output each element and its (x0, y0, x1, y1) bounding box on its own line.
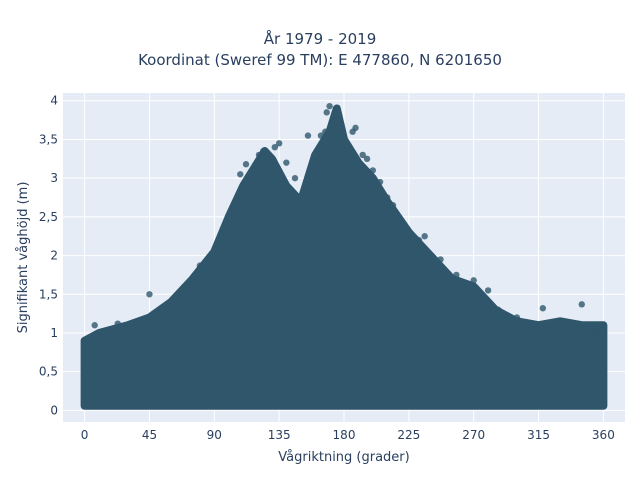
data-point (405, 229, 413, 236)
data-point (384, 194, 391, 201)
data-point (242, 161, 250, 168)
data-point (156, 314, 163, 321)
data-point (283, 159, 290, 166)
data-point (470, 277, 477, 284)
data-point (369, 167, 377, 174)
x-tick-label: 45 (142, 428, 157, 442)
data-point (539, 305, 547, 312)
data-point (458, 283, 466, 290)
y-tick-label: 2,5 (39, 210, 58, 224)
data-point (251, 167, 258, 174)
data-point (264, 155, 271, 162)
y-tick-label: 3,5 (39, 132, 58, 146)
y-tick-label: 1,5 (39, 287, 58, 301)
data-point (484, 287, 492, 294)
y-axis-title: Signifikant våghöjd (m) (16, 182, 31, 334)
data-point (421, 233, 428, 240)
data-point (556, 320, 564, 327)
data-point (337, 132, 345, 139)
data-point (359, 151, 366, 159)
data-point (114, 320, 121, 327)
data-point (345, 159, 352, 166)
data-point (304, 132, 312, 139)
x-tick-label: 0 (81, 428, 89, 442)
x-tick-label: 180 (333, 428, 356, 442)
y-tick-label: 1 (50, 326, 58, 340)
x-tick-label: 270 (462, 428, 485, 442)
data-point (513, 314, 521, 321)
data-point (255, 151, 263, 159)
data-point (376, 178, 384, 186)
data-point (494, 306, 502, 313)
data-point (352, 124, 359, 132)
data-point (453, 271, 460, 279)
y-tick-label: 0 (50, 403, 58, 417)
data-point (260, 147, 267, 155)
data-point (311, 151, 319, 159)
data-point (196, 262, 204, 269)
x-tick-label: 135 (268, 428, 291, 442)
x-axis-ticks: 0 45 90 135 180 225 270 315 360 (81, 428, 615, 442)
data-point (213, 256, 221, 263)
x-tick-label: 225 (397, 428, 420, 442)
data-point (291, 174, 299, 182)
y-tick-label: 4 (50, 94, 58, 108)
x-tick-label: 360 (592, 428, 615, 442)
chart-title-line1: År 1979 - 2019 (263, 30, 377, 48)
data-point (183, 283, 191, 290)
data-point (363, 155, 371, 162)
data-point (330, 136, 338, 143)
y-tick-label: 0,5 (39, 365, 58, 379)
data-point (326, 102, 333, 110)
data-point (317, 132, 325, 139)
point-cloud-area (80, 104, 608, 410)
data-point (271, 143, 279, 151)
data-point (335, 116, 342, 124)
y-tick-label: 3 (50, 171, 58, 185)
data-points (91, 102, 600, 330)
y-axis-ticks: 0 0,5 1 1,5 2 2,5 3 3,5 4 (39, 94, 58, 418)
y-tick-label: 2 (50, 249, 58, 263)
data-point (389, 202, 397, 209)
data-point (275, 140, 283, 147)
data-point (322, 128, 329, 135)
x-tick-label: 315 (527, 428, 550, 442)
data-point (237, 171, 244, 178)
data-point (146, 291, 153, 298)
data-point (225, 225, 232, 232)
data-point (323, 109, 330, 116)
data-point (567, 323, 574, 330)
data-point (231, 202, 238, 209)
data-point (219, 233, 227, 240)
data-point (202, 271, 209, 279)
chart-title-line2: Koordinat (Sweref 99 TM): E 477860, N 62… (138, 51, 502, 69)
point-cloud (80, 104, 608, 410)
data-point (175, 294, 182, 302)
data-point (437, 256, 444, 263)
x-tick-label: 90 (207, 428, 222, 442)
data-point (91, 322, 98, 329)
data-point (398, 217, 405, 224)
x-axis-title: Vågriktning (grader) (278, 450, 409, 465)
data-point (415, 236, 423, 244)
data-point (578, 301, 585, 308)
data-point (592, 322, 600, 329)
